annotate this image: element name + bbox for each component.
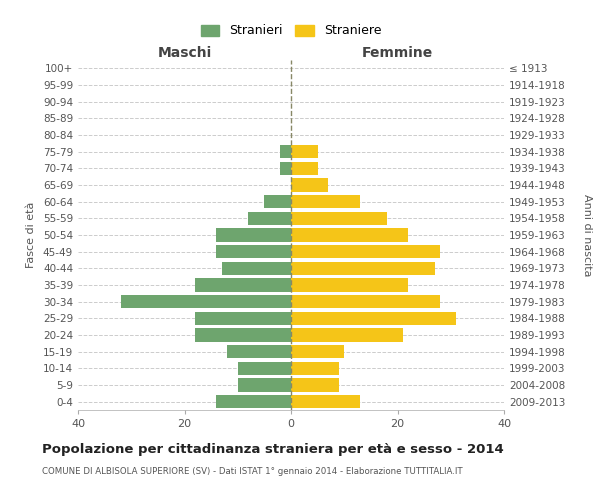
Y-axis label: Anni di nascita: Anni di nascita xyxy=(582,194,592,276)
Bar xyxy=(291,262,435,275)
Bar xyxy=(217,228,291,241)
Bar xyxy=(291,345,344,358)
Bar xyxy=(280,162,291,175)
Y-axis label: Fasce di età: Fasce di età xyxy=(26,202,36,268)
Bar xyxy=(280,145,291,158)
Bar xyxy=(291,362,339,375)
Text: COMUNE DI ALBISOLA SUPERIORE (SV) - Dati ISTAT 1° gennaio 2014 - Elaborazione TU: COMUNE DI ALBISOLA SUPERIORE (SV) - Dati… xyxy=(42,468,463,476)
Bar xyxy=(291,178,328,192)
Bar xyxy=(195,278,291,291)
Legend: Stranieri, Straniere: Stranieri, Straniere xyxy=(197,20,385,42)
Text: Maschi: Maschi xyxy=(157,46,212,60)
Bar xyxy=(291,395,360,408)
Bar xyxy=(291,195,360,208)
Text: Femmine: Femmine xyxy=(362,46,433,60)
Bar xyxy=(291,145,317,158)
Bar xyxy=(217,395,291,408)
Bar xyxy=(238,362,291,375)
Bar xyxy=(291,212,387,225)
Bar xyxy=(291,295,440,308)
Bar xyxy=(195,312,291,325)
Bar xyxy=(291,378,339,392)
Bar xyxy=(217,245,291,258)
Bar xyxy=(291,328,403,342)
Bar xyxy=(195,328,291,342)
Bar xyxy=(227,345,291,358)
Bar xyxy=(291,278,408,291)
Bar xyxy=(248,212,291,225)
Bar xyxy=(265,195,291,208)
Bar xyxy=(291,245,440,258)
Bar xyxy=(238,378,291,392)
Bar xyxy=(222,262,291,275)
Text: Popolazione per cittadinanza straniera per età e sesso - 2014: Popolazione per cittadinanza straniera p… xyxy=(42,442,504,456)
Bar xyxy=(121,295,291,308)
Bar xyxy=(291,312,456,325)
Bar xyxy=(291,162,317,175)
Bar xyxy=(291,228,408,241)
